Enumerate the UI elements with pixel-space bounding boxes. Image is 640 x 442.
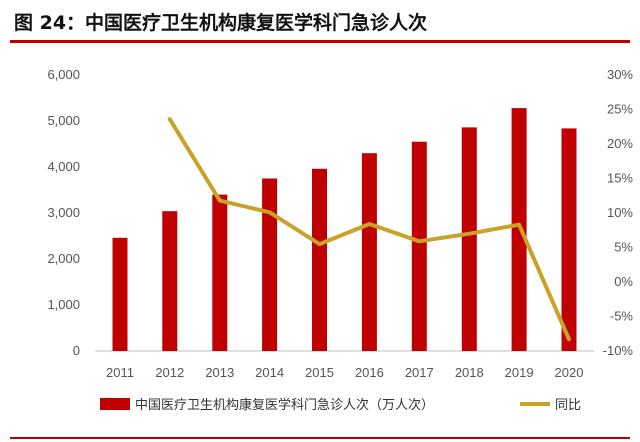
y2-tick-label: -5% — [610, 309, 634, 324]
x-tick-label: 2020 — [555, 365, 584, 380]
yoy-point-2013 — [218, 199, 222, 203]
y-tick-label: 3,000 — [47, 205, 80, 220]
x-tick-label: 2012 — [155, 365, 184, 380]
legend: 中国医疗卫生机构康复医学科门急诊人次（万人次） 同比 — [100, 397, 581, 413]
yoy-point-2012 — [168, 117, 172, 121]
yoy-point-2020 — [567, 337, 571, 341]
yoy-point-2016 — [367, 222, 371, 226]
yoy-point-2018 — [467, 232, 471, 236]
y-tick-label: 2,000 — [47, 251, 80, 266]
y2-tick-label: 20% — [607, 136, 633, 151]
x-tick-label: 2019 — [505, 365, 534, 380]
y2-tick-label: 15% — [607, 171, 633, 186]
yoy-point-2019 — [517, 223, 521, 227]
y-tick-label: 6,000 — [47, 67, 80, 82]
x-tick-label: 2013 — [205, 365, 234, 380]
bar-2014 — [262, 178, 278, 351]
y-tick-label: 0 — [73, 343, 80, 358]
x-tick-label: 2015 — [305, 365, 334, 380]
x-tick-label: 2011 — [106, 365, 134, 380]
x-tick-label: 2018 — [455, 365, 484, 380]
yoy-point-2017 — [417, 239, 421, 243]
y-axis-left: 6,000 5,000 4,000 3,000 2,000 1,000 0 — [47, 67, 80, 358]
legend-bar-label: 中国医疗卫生机构康复医学科门急诊人次（万人次） — [135, 397, 434, 413]
yoy-point-2014 — [268, 210, 272, 214]
yoy-point-2015 — [318, 242, 321, 246]
y2-tick-label: 5% — [614, 240, 633, 255]
y-axis-right: 30% 25% 20% 15% 10% 5% 0% -5% -10% — [603, 67, 634, 358]
y-tick-label: 5,000 — [47, 113, 80, 128]
x-tick-label: 2014 — [255, 365, 284, 380]
bar-2018 — [461, 127, 477, 352]
bar-series — [112, 108, 577, 352]
bar-2020 — [561, 128, 577, 351]
y2-tick-label: 0% — [614, 274, 633, 289]
y2-tick-label: -10% — [603, 343, 634, 358]
bar-2016 — [361, 153, 377, 351]
line-series — [167, 117, 571, 342]
bar-2011 — [112, 237, 128, 351]
x-axis: 2011 2012 2013 2014 2015 2016 2017 2018 2019 2020 — [106, 365, 583, 380]
y2-tick-label: 30% — [607, 67, 633, 82]
bar-2015 — [312, 168, 327, 351]
title-underline — [10, 40, 630, 43]
bar-2012 — [162, 211, 178, 351]
y-tick-label: 1,000 — [47, 297, 80, 312]
bar-2017 — [411, 141, 427, 351]
chart-title: 图 24：中国医疗卫生机构康复医学科门急诊人次 — [14, 12, 428, 34]
y-tick-label: 4,000 — [47, 159, 80, 174]
x-tick-label: 2016 — [355, 365, 384, 380]
legend-bar-swatch — [100, 398, 130, 410]
legend-line-label: 同比 — [555, 398, 581, 413]
y2-tick-label: 25% — [607, 102, 633, 117]
bottom-rule — [10, 437, 630, 439]
y2-tick-label: 10% — [607, 205, 633, 220]
x-tick-label: 2017 — [405, 365, 434, 380]
bar-2013 — [212, 194, 228, 351]
